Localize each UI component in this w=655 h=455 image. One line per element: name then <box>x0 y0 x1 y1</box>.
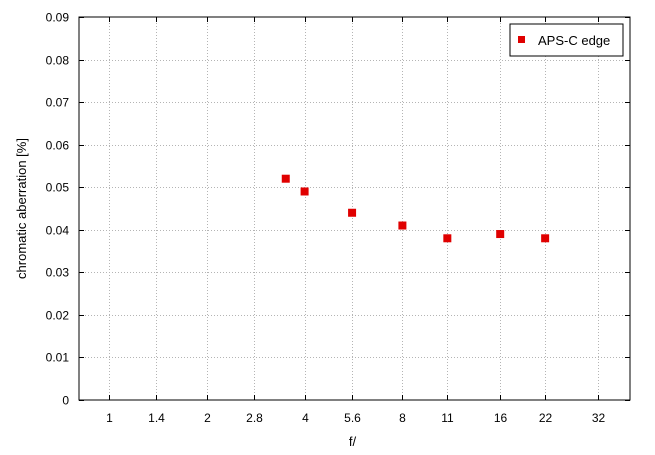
x-tick-label: 2 <box>204 411 211 425</box>
x-tick-label: 22 <box>539 411 553 425</box>
y-tick-label: 0.01 <box>46 351 70 365</box>
y-tick-label: 0.04 <box>46 224 70 238</box>
legend-marker <box>518 36 525 43</box>
data-point <box>443 234 452 243</box>
y-axis-title: chromatic aberration [%] <box>14 138 29 279</box>
data-point <box>496 230 505 239</box>
x-tick-label: 32 <box>592 411 606 425</box>
y-tick-label: 0.05 <box>46 181 70 195</box>
x-tick-label: 4 <box>302 411 309 425</box>
legend-box <box>509 23 624 57</box>
x-tick-labels: 1 1.4 2 2.8 4 5.6 8 11 16 22 32 <box>106 411 605 425</box>
y-tick-label: 0.06 <box>46 139 70 153</box>
y-tick-labels: 0 0.01 0.02 0.03 0.04 0.05 0.06 0.07 0.08 0.09 <box>46 11 70 408</box>
data-point <box>348 208 357 217</box>
grid-lines <box>79 17 630 400</box>
axis-ticks <box>79 17 630 401</box>
legend: APS-C edge <box>509 23 624 57</box>
data-point <box>281 174 290 183</box>
x-tick-label: 1 <box>106 411 113 425</box>
y-tick-label: 0.07 <box>46 96 70 110</box>
data-point <box>398 221 407 230</box>
y-tick-label: 0.09 <box>46 11 70 25</box>
y-tick-label: 0.02 <box>46 309 70 323</box>
data-point <box>541 234 550 243</box>
x-tick-label: 5.6 <box>344 411 361 425</box>
data-point <box>300 187 309 196</box>
x-tick-label: 11 <box>441 411 454 425</box>
y-tick-label: 0.03 <box>46 266 70 280</box>
x-tick-label: 2.8 <box>246 411 263 425</box>
y-tick-label: 0.08 <box>46 54 70 68</box>
x-tick-label: 8 <box>399 411 406 425</box>
data-points <box>281 174 550 243</box>
y-tick-label: 0 <box>62 394 69 408</box>
x-axis-title: f/ <box>349 434 357 449</box>
plot-frame <box>78 16 631 401</box>
x-tick-label: 16 <box>494 411 508 425</box>
x-tick-label: 1.4 <box>148 411 165 425</box>
legend-label: APS-C edge <box>538 33 610 48</box>
